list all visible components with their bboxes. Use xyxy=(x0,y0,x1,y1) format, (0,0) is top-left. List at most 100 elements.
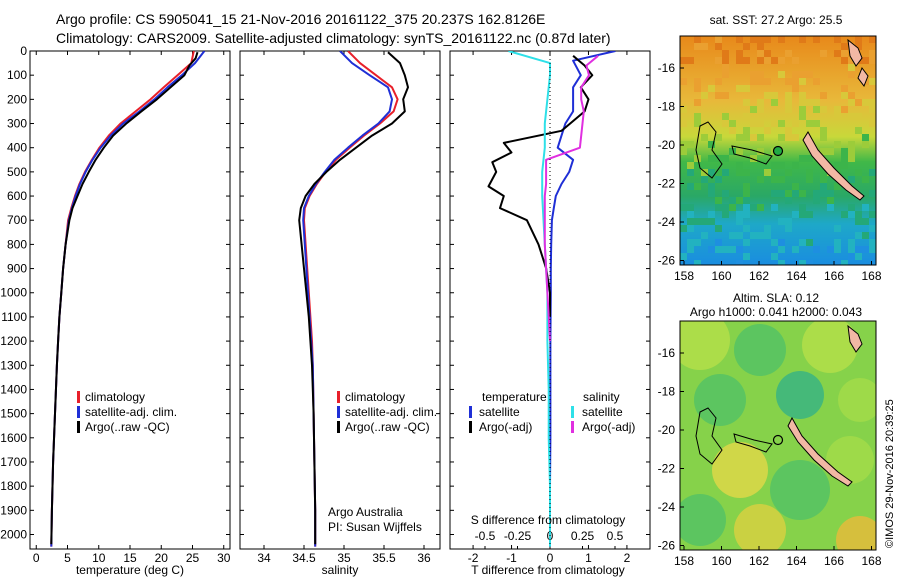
sst-pixel xyxy=(785,50,792,57)
sst-pixel xyxy=(778,260,785,265)
sst-pixel xyxy=(694,183,701,190)
sst-pixel xyxy=(855,232,862,239)
lon-tick-label: 158 xyxy=(674,269,694,283)
sst-pixel xyxy=(701,232,708,239)
sla-map-frame xyxy=(679,320,877,551)
sst-map-title: sat. SST: 27.2 Argo: 25.5 xyxy=(710,13,843,27)
lon-tick-label: 160 xyxy=(711,554,731,568)
sst-pixel xyxy=(869,211,876,218)
legend-swatch-sal-argo xyxy=(571,421,574,433)
sst-pixel xyxy=(715,134,722,141)
sst-pixel xyxy=(862,57,869,64)
sst-pixel xyxy=(806,211,813,218)
sst-pixel xyxy=(715,43,722,50)
sst-pixel xyxy=(855,43,862,50)
sst-pixel xyxy=(848,99,855,106)
sst-pixel xyxy=(757,232,764,239)
sst-pixel xyxy=(708,190,715,197)
sst-pixel xyxy=(729,148,736,155)
legend-swatch-temp-satellite xyxy=(469,406,472,418)
x-tick-label: 15 xyxy=(123,551,137,565)
sst-pixel xyxy=(750,78,757,85)
lat-tick-label: -22 xyxy=(658,462,676,476)
sst-pixel xyxy=(792,246,799,253)
sst-pixel xyxy=(806,260,813,265)
sst-pixel xyxy=(736,57,743,64)
sst-pixel xyxy=(820,183,827,190)
sst-pixel xyxy=(799,36,806,43)
sst-pixel xyxy=(708,85,715,92)
sst-pixel xyxy=(827,204,834,211)
x-tick-label: 1 xyxy=(585,551,592,565)
sst-pixel xyxy=(862,232,869,239)
lat-tick-label: -16 xyxy=(658,346,676,360)
sst-pixel xyxy=(841,155,848,162)
sst-pixel xyxy=(841,43,848,50)
series-line-temperature-argo-adj- xyxy=(487,55,594,317)
sst-pixel xyxy=(848,211,855,218)
sst-pixel xyxy=(715,78,722,85)
sst-pixel xyxy=(694,99,701,106)
sst-pixel xyxy=(813,197,820,204)
sst-pixel xyxy=(701,43,708,50)
sst-pixel xyxy=(694,43,701,50)
sst-pixel xyxy=(757,43,764,50)
sst-pixel xyxy=(792,190,799,197)
sst-pixel xyxy=(743,85,750,92)
sst-pixel xyxy=(827,190,834,197)
sst-pixel xyxy=(869,36,876,43)
sst-pixel xyxy=(750,120,757,127)
sst-pixel xyxy=(729,246,736,253)
lat-tick-label: -20 xyxy=(658,138,676,152)
sst-pixel xyxy=(862,134,869,141)
sst-pixel xyxy=(715,92,722,99)
sst-pixel xyxy=(792,78,799,85)
sst-pixel xyxy=(841,92,848,99)
sla-blob xyxy=(838,378,876,422)
sst-pixel xyxy=(785,218,792,225)
sst-pixel xyxy=(708,155,715,162)
sst-pixel xyxy=(848,71,855,78)
sst-pixel xyxy=(778,71,785,78)
sst-pixel xyxy=(757,78,764,85)
sst-pixel xyxy=(834,141,841,148)
sst-pixel xyxy=(680,57,687,64)
sst-pixel xyxy=(848,64,855,71)
sst-pixel xyxy=(722,169,729,176)
sst-pixel xyxy=(687,211,694,218)
sst-pixel xyxy=(862,141,869,148)
legend-label-argo: Argo(..raw -QC) xyxy=(345,420,430,434)
sla-map-field xyxy=(680,321,876,550)
sst-pixel xyxy=(743,57,750,64)
sst-pixel xyxy=(722,211,729,218)
lat-tick-label: -18 xyxy=(658,385,676,399)
sst-pixel xyxy=(855,246,862,253)
sst-pixel xyxy=(834,260,841,265)
sst-pixel xyxy=(869,106,876,113)
sst-pixel xyxy=(799,155,806,162)
sst-pixel xyxy=(736,232,743,239)
x-tick-label: 36 xyxy=(417,551,431,565)
sst-pixel xyxy=(764,225,771,232)
s-difference-label: S difference from climatology xyxy=(471,513,626,527)
sla-blob xyxy=(802,321,858,373)
sst-pixel xyxy=(799,190,806,197)
sst-pixel xyxy=(764,127,771,134)
sst-pixel xyxy=(834,183,841,190)
sst-pixel xyxy=(820,50,827,57)
legend-swatch-argo xyxy=(337,421,340,433)
sst-map-frame xyxy=(679,35,877,266)
sst-pixel xyxy=(855,211,862,218)
sst-pixel xyxy=(806,169,813,176)
sst-reef-outline xyxy=(731,145,773,165)
sst-pixel xyxy=(757,176,764,183)
legend-heading-temperature: temperature xyxy=(482,390,547,404)
legend-label-sal-argo: Argo(-adj) xyxy=(582,420,635,434)
sst-pixel xyxy=(799,113,806,120)
lon-tick-label: 162 xyxy=(749,269,769,283)
sst-pixel xyxy=(729,232,736,239)
sst-pixel xyxy=(729,197,736,204)
sst-pixel xyxy=(736,246,743,253)
sst-pixel xyxy=(743,239,750,246)
difference-lines xyxy=(487,51,616,547)
